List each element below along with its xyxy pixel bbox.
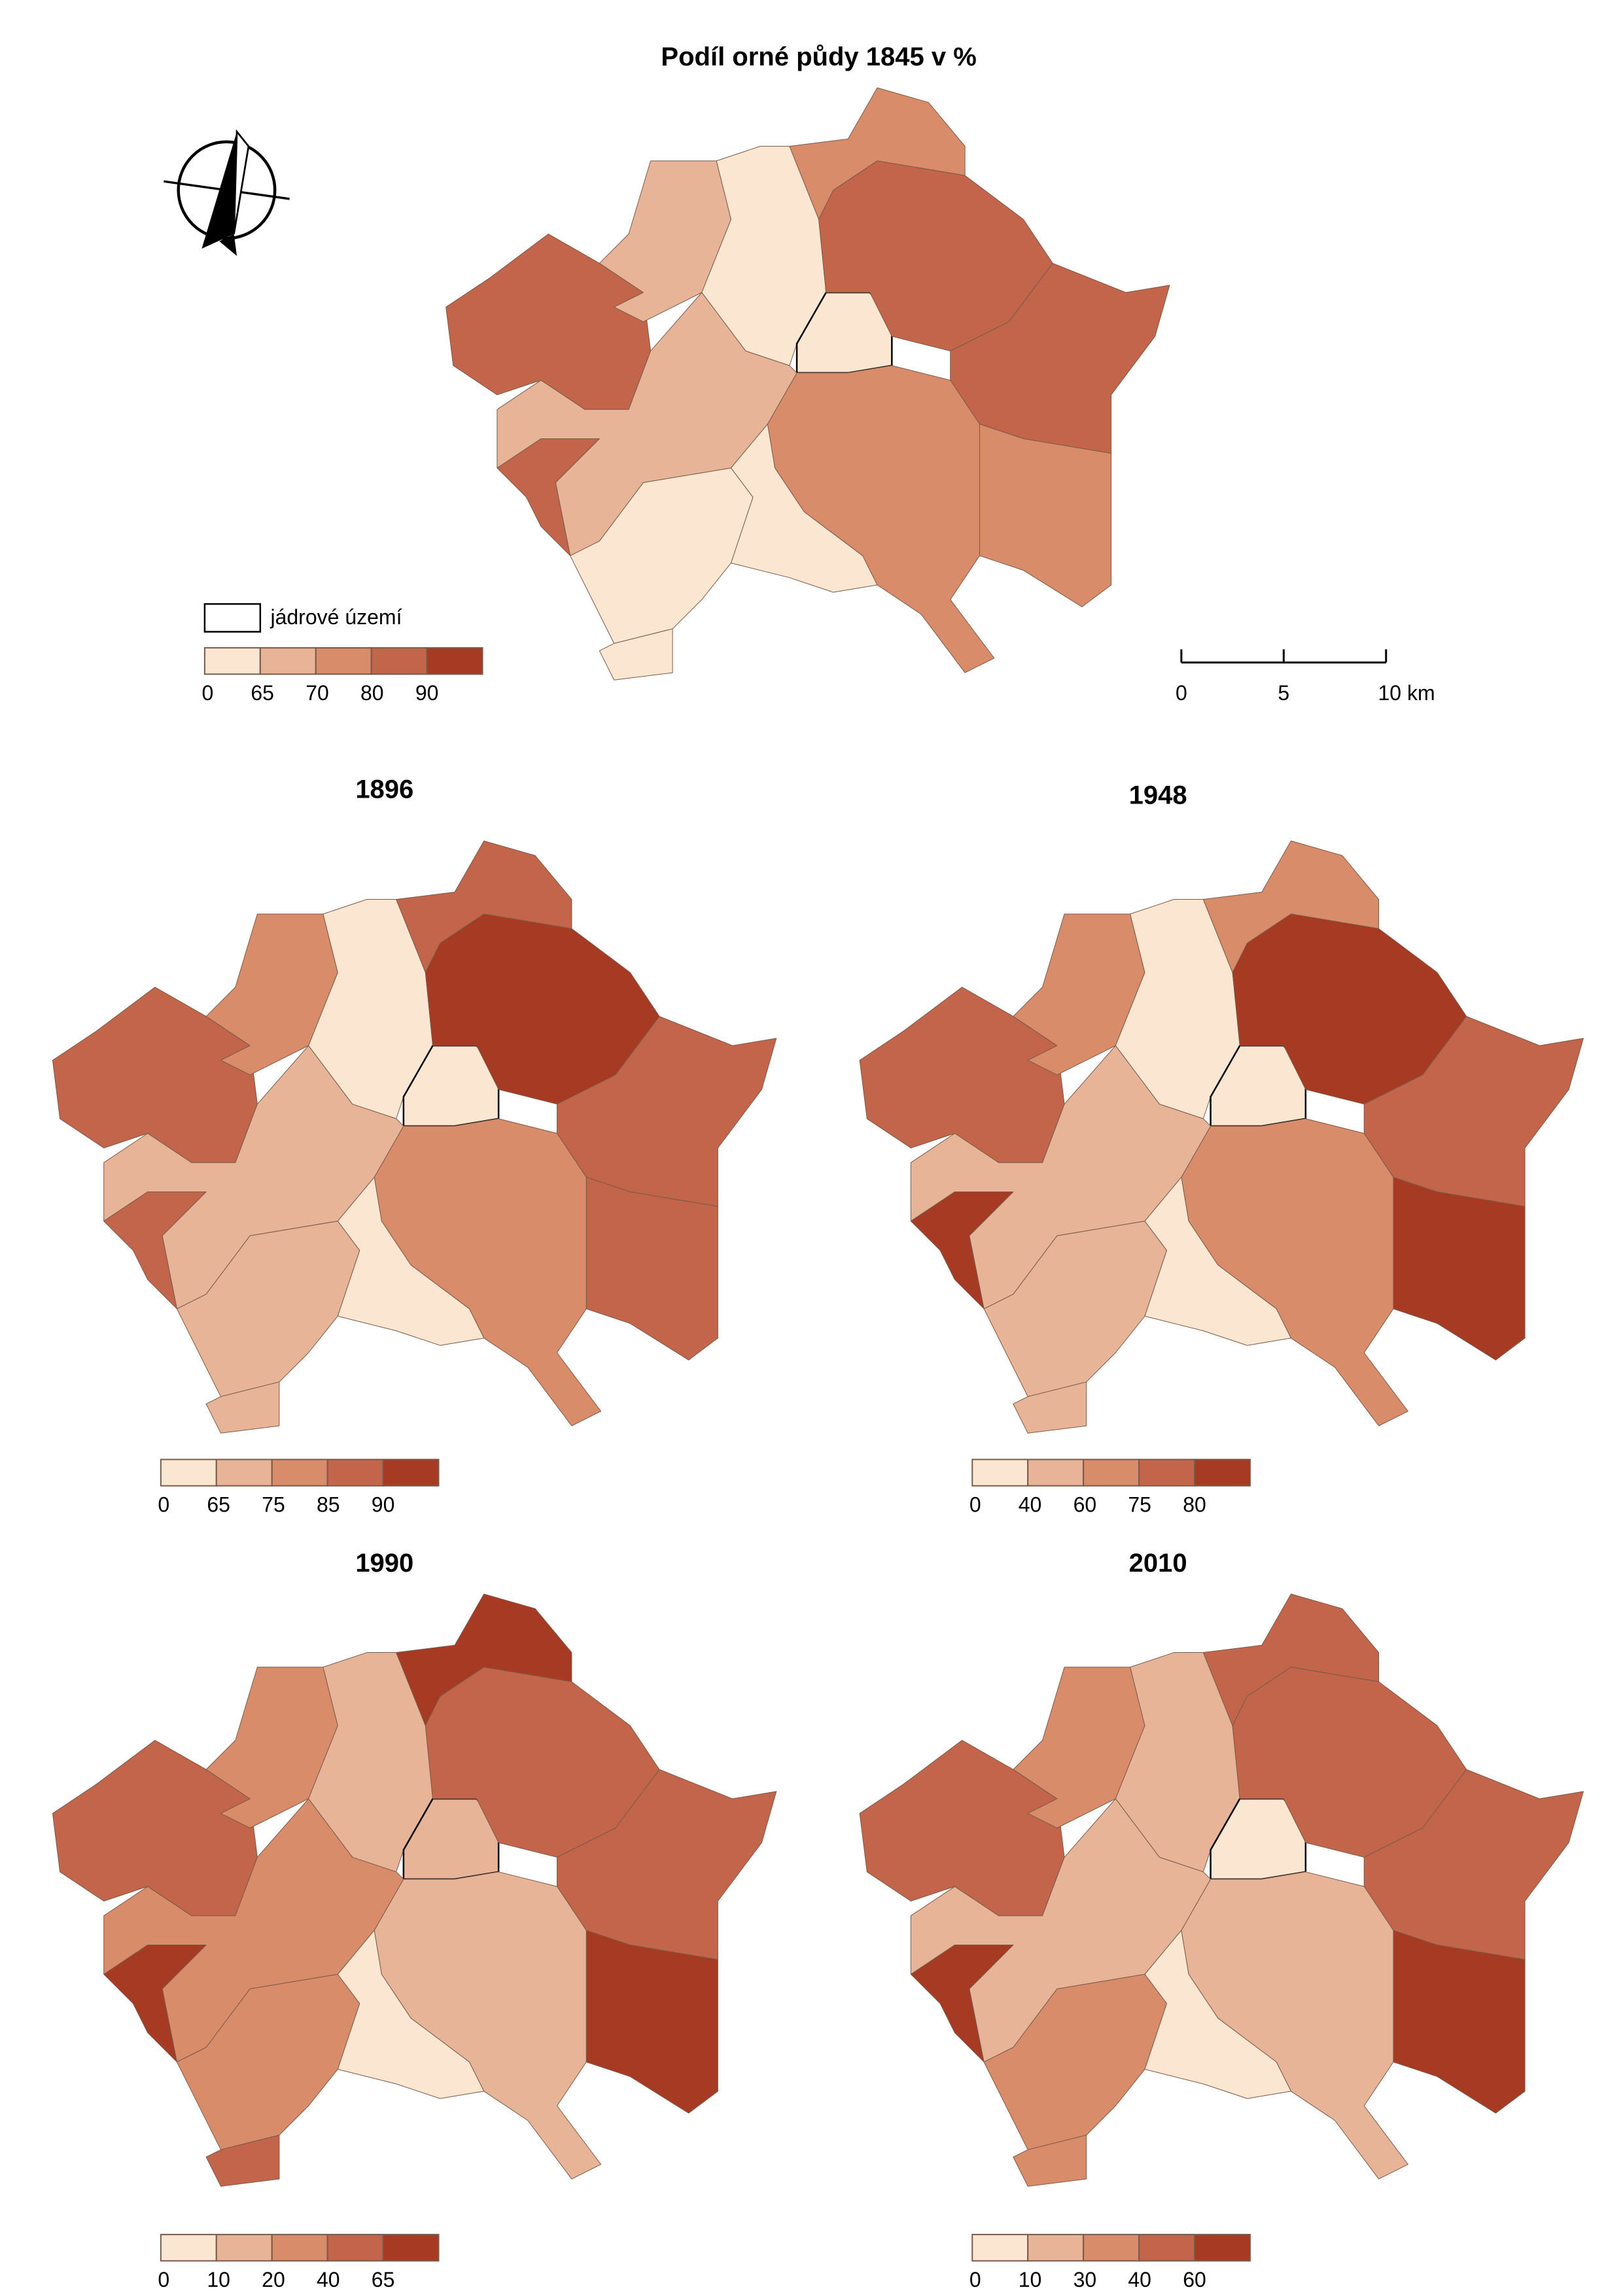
- legend-swatch: [426, 647, 483, 675]
- legend-swatch: [1027, 2234, 1085, 2262]
- legend-swatch: [971, 2234, 1029, 2262]
- legend-label: 60: [1183, 2268, 1206, 2291]
- core-legend-swatch: [203, 603, 262, 633]
- region: [1013, 2135, 1087, 2186]
- region: [586, 1930, 718, 2113]
- legend-swatch: [1193, 1458, 1251, 1487]
- legend-label: 0: [201, 681, 213, 705]
- region: [911, 1192, 1013, 1309]
- legend-swatch: [160, 1458, 217, 1487]
- legend-swatch: [271, 1458, 328, 1487]
- legend-swatch: [271, 2234, 328, 2262]
- region: [497, 438, 599, 556]
- legend-label: 60: [1073, 1493, 1097, 1517]
- legend-label: 75: [262, 1493, 285, 1517]
- legend-swatch: [1083, 2234, 1140, 2262]
- legend-swatch: [160, 2234, 217, 2262]
- map-title: 1896: [355, 775, 413, 804]
- legend-label: 80: [360, 681, 384, 705]
- legend-label: 65: [251, 681, 274, 705]
- legend-label: 85: [317, 1493, 340, 1517]
- legend-swatch: [370, 647, 428, 675]
- legend-swatch: [215, 1458, 273, 1487]
- legend-label: 20: [262, 2268, 285, 2291]
- region: [1393, 1930, 1525, 2113]
- region: [338, 1177, 484, 1345]
- legend-label: 0: [969, 2268, 981, 2291]
- legend-swatch: [259, 647, 317, 675]
- legend-label: 0: [969, 1493, 981, 1517]
- legend-swatch: [315, 647, 372, 675]
- legend-swatch: [1083, 1458, 1140, 1487]
- region: [586, 1177, 718, 1360]
- region: [177, 1974, 359, 2149]
- scale-label: 0: [1176, 681, 1187, 705]
- legend-label: 65: [372, 2268, 395, 2291]
- region: [1013, 914, 1145, 1075]
- region: [570, 468, 753, 643]
- legend-label: 10: [1019, 2268, 1042, 2291]
- region: [984, 1221, 1166, 1396]
- legend-swatch: [326, 1458, 384, 1487]
- legend-label: 40: [1128, 2268, 1151, 2291]
- region: [104, 1945, 206, 2062]
- region: [599, 161, 731, 322]
- map: [52, 1594, 776, 2186]
- region: [177, 1221, 359, 1396]
- legend-swatch: [1138, 2234, 1195, 2262]
- map: [52, 841, 776, 1433]
- legend-label: 90: [372, 1493, 395, 1517]
- map-title: 2010: [1129, 1549, 1187, 1578]
- legend-label: 90: [415, 681, 439, 705]
- legend-label: 65: [207, 1493, 230, 1517]
- legend-swatch: [1193, 2234, 1251, 2262]
- map-title: Podíl orné půdy 1845 v %: [661, 43, 976, 71]
- legend-label: 70: [305, 681, 329, 705]
- region: [599, 629, 672, 680]
- region: [1013, 1667, 1145, 1828]
- map: [860, 841, 1583, 1433]
- region: [984, 1974, 1166, 2149]
- legend-label: 0: [158, 1493, 169, 1517]
- legend-swatch: [1027, 1458, 1085, 1487]
- legend-label: 40: [317, 2268, 340, 2291]
- legend-label: 0: [158, 2268, 169, 2291]
- region: [104, 1192, 206, 1309]
- map: [860, 1594, 1583, 2186]
- region: [731, 424, 877, 592]
- region: [1393, 1177, 1525, 1360]
- region: [206, 1667, 338, 1828]
- region: [338, 1930, 484, 2098]
- legend-swatch: [382, 2234, 440, 2262]
- region: [1145, 1177, 1291, 1345]
- legend-swatch: [971, 1458, 1029, 1487]
- region: [206, 2135, 279, 2186]
- map: [446, 88, 1170, 680]
- legend-swatch: [215, 2234, 273, 2262]
- legend-label: 40: [1019, 1493, 1042, 1517]
- core-legend-label: jádrové území: [270, 605, 402, 629]
- legend-swatch: [203, 647, 261, 675]
- region: [1013, 1382, 1087, 1433]
- region: [1145, 1930, 1291, 2098]
- region: [979, 424, 1111, 607]
- legend-label: 75: [1128, 1493, 1151, 1517]
- legend-swatch: [326, 2234, 384, 2262]
- scale-label: 5: [1278, 681, 1289, 705]
- legend-label: 10: [207, 2268, 230, 2291]
- scale-label: 10 km: [1378, 681, 1435, 705]
- legend-swatch: [1138, 1458, 1195, 1487]
- region: [206, 1382, 279, 1433]
- north-arrow: [164, 129, 290, 256]
- region: [911, 1945, 1013, 2062]
- map-title: 1948: [1129, 781, 1187, 810]
- legend-swatch: [382, 1458, 440, 1487]
- legend-label: 30: [1073, 2268, 1097, 2291]
- legend-label: 80: [1183, 1493, 1206, 1517]
- map-title: 1990: [355, 1549, 413, 1578]
- region: [206, 914, 338, 1075]
